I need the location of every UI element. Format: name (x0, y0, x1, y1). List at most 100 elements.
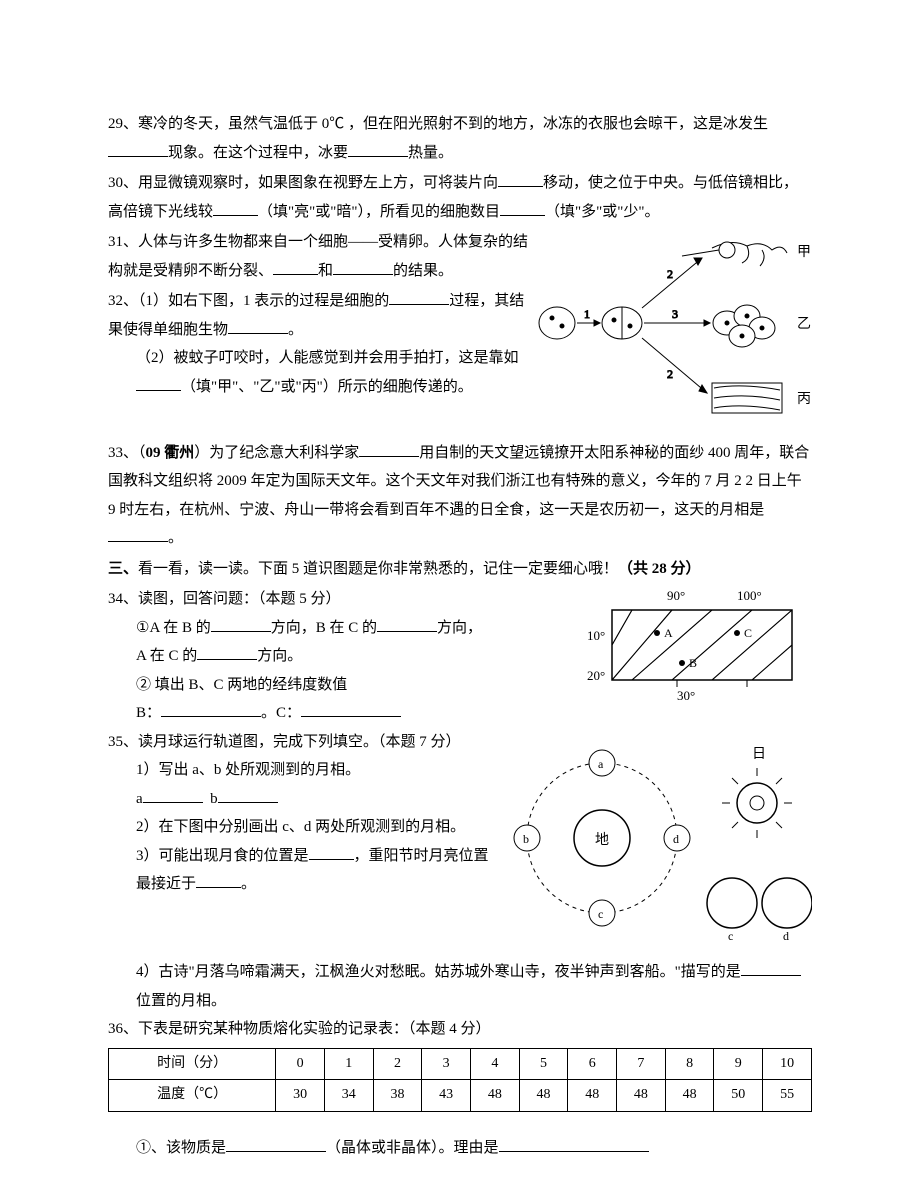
blank[interactable] (500, 198, 545, 216)
blank[interactable] (359, 439, 419, 457)
arrow-2: 2 (667, 267, 673, 281)
circle-d-label: d (783, 929, 789, 943)
q35-p3a: 3）可能出现月食的位置是 (136, 848, 309, 864)
cell-division-diagram: 甲 乙 丙 (532, 228, 812, 439)
blank[interactable] (161, 699, 261, 717)
q31-32-row: 31、人体与许多生物都来自一个细胞——受精卵。人体复杂的结构就是受精卵不断分裂、… (108, 228, 812, 439)
q32-p2-prefix: （2）被蚊子叮咬时，人能感觉到并会用手拍打，这是靠如 (136, 350, 519, 366)
blank[interactable] (498, 169, 543, 187)
q33-tag: 09 衢州 (146, 445, 195, 461)
circle-c-label: c (728, 929, 733, 943)
blank[interactable] (136, 373, 181, 391)
q34-p3a: B： (136, 705, 161, 721)
sun-label: 日 (752, 747, 766, 762)
table-row-time: 时间（分） 0 1 2 3 4 5 6 7 8 9 10 (109, 1048, 812, 1080)
blank[interactable] (741, 958, 801, 976)
question-33: 33、（09 衢州）为了纪念意大利科学家用自制的天文望远镜撩开太阳系神秘的面纱 … (108, 439, 812, 553)
question-36: 36、下表是研究某种物质熔化实验的记录表：（本题 4 分） 时间（分） 0 1 … (108, 1015, 812, 1162)
blank[interactable] (301, 699, 401, 717)
arrow-3: 3 (672, 307, 678, 321)
blank[interactable] (228, 316, 288, 334)
question-32: 32、（1）如右下图，1 表示的过程是细胞的过程，其结果使得单细胞生物。 （2）… (108, 287, 532, 401)
q36-q1a: ①、该物质是 (136, 1140, 226, 1156)
q34-p2: ② 填出 B、C 两地的经纬度数值 (108, 671, 582, 700)
q34-p1b: 方向，B 在 C 的 (271, 620, 377, 636)
blank[interactable] (377, 614, 437, 632)
cell: 43 (422, 1080, 471, 1112)
map-diagram: 90° 100° A B C 10° 20° 30° (582, 585, 812, 726)
sec3-points: （共 28 分） (618, 561, 701, 577)
q35-p4a: 4）古诗"月落乌啼霜满天，江枫渔火对愁眠。姑苏城外寒山寺，夜半钟声到客船。"描写… (136, 964, 741, 980)
blank[interactable] (108, 139, 168, 157)
blank[interactable] (348, 139, 408, 157)
cell: 48 (568, 1080, 617, 1112)
blank[interactable] (218, 785, 278, 803)
blank[interactable] (309, 842, 354, 860)
blank[interactable] (333, 257, 393, 275)
q33-text1: ）为了纪念意大利科学家 (194, 445, 359, 461)
cell: 30 (276, 1080, 325, 1112)
blank[interactable] (499, 1134, 649, 1152)
q30-text3: （填"亮"或"暗"），所看见的细胞数目 (258, 204, 500, 220)
cell: 9 (714, 1048, 763, 1080)
q30-text4: （填"多"或"少"。 (545, 204, 660, 220)
lon2: 100° (737, 588, 762, 603)
q29-text3: 热量。 (408, 145, 453, 161)
question-35-row: 35、读月球运行轨道图，完成下列填空。（本题 7 分） 1）写出 a、b 处所观… (108, 728, 812, 959)
row-label: 温度（℃） (109, 1080, 276, 1112)
q35-p1a: a (136, 791, 143, 807)
blank[interactable] (389, 287, 449, 305)
pos-a: a (598, 757, 604, 771)
blank[interactable] (211, 614, 271, 632)
q34-p1: ①A 在 B 的方向，B 在 C 的方向， (108, 614, 582, 643)
blank[interactable] (213, 198, 258, 216)
q36-q1: ①、该物质是（晶体或非晶体）。理由是 (108, 1134, 812, 1163)
q35-p1: 1）写出 a、b 处所观测到的月相。 (108, 756, 492, 785)
q35-p4: 4）古诗"月落乌啼霜满天，江枫渔火对愁眠。姑苏城外寒山寺，夜半钟声到客船。"描写… (108, 958, 812, 1015)
cell: 55 (763, 1080, 812, 1112)
q33-prefix: 33、（ (108, 445, 146, 461)
q30-text1: 30、用显微镜观察时，如果图象在视野左上方，可将装片向 (108, 175, 498, 191)
cell: 5 (519, 1048, 568, 1080)
cell: 7 (617, 1048, 666, 1080)
earth-label: 地 (595, 832, 609, 848)
q29-text1: 29、寒冷的冬天，虽然气温低于 0℃ ，但在阳光照射不到的地方，冰冻的衣服也会晾… (108, 116, 768, 132)
q34-p1d: A 在 C 的 (136, 648, 197, 664)
arrow-2b: 2 (667, 367, 673, 381)
cell: 0 (276, 1048, 325, 1080)
blank[interactable] (108, 524, 168, 542)
cell: 48 (617, 1080, 666, 1112)
sec3-text: 看一看，读一读。下面 5 道识图题是你非常熟悉的，记住一定要细心哦！ (138, 561, 618, 577)
question-31: 31、人体与许多生物都来自一个细胞——受精卵。人体复杂的结构就是受精卵不断分裂、… (108, 228, 532, 285)
q32-p2-mid: （填"甲"、"乙"或"丙"）所示的细胞传递的。 (181, 379, 473, 395)
blank[interactable] (196, 870, 241, 888)
q33-text3: 。 (168, 530, 183, 546)
blank[interactable] (197, 642, 257, 660)
q29-text2: 现象。在这个过程中，冰要 (168, 145, 348, 161)
moon-orbit-diagram: 地 a b c d 日 c d (492, 728, 812, 959)
cell: 8 (665, 1048, 714, 1080)
blank[interactable] (226, 1134, 326, 1152)
point-b: B (689, 656, 697, 670)
lat2: 20° (587, 668, 605, 683)
label-bing: 丙 (797, 392, 811, 407)
blank[interactable] (143, 785, 203, 803)
q34-p3b: 。C： (261, 705, 301, 721)
table-row-temp: 温度（℃） 30 34 38 43 48 48 48 48 48 50 55 (109, 1080, 812, 1112)
q32-p1-prefix: 32、（1）如右下图，1 表示的过程是细胞的 (108, 293, 389, 309)
q35-p4b: 位置的月相。 (136, 993, 226, 1009)
cell: 4 (471, 1048, 520, 1080)
cell: 2 (373, 1048, 422, 1080)
q35-text: 35、读月球运行轨道图，完成下列填空。（本题 7 分） 1）写出 a、b 处所观… (108, 728, 492, 899)
cell: 10 (763, 1048, 812, 1080)
question-34-row: 34、读图，回答问题：（本题 5 分） ①A 在 B 的方向，B 在 C 的方向… (108, 585, 812, 728)
blank[interactable] (273, 257, 318, 275)
q31-text2: 和 (318, 263, 333, 279)
cell: 6 (568, 1048, 617, 1080)
q35-p3b2: 。 (241, 876, 256, 892)
q35-p2: 2）在下图中分别画出 c、d 两处所观测到的月相。 (108, 813, 492, 842)
section-3-heading: 三、看一看，读一读。下面 5 道识图题是你非常熟悉的，记住一定要细心哦！（共 2… (108, 555, 812, 584)
question-29: 29、寒冷的冬天，虽然气温低于 0℃ ，但在阳光照射不到的地方，冰冻的衣服也会晾… (108, 110, 812, 167)
pos-b: b (523, 832, 529, 846)
q36-title: 36、下表是研究某种物质熔化实验的记录表：（本题 4 分） (108, 1015, 812, 1044)
